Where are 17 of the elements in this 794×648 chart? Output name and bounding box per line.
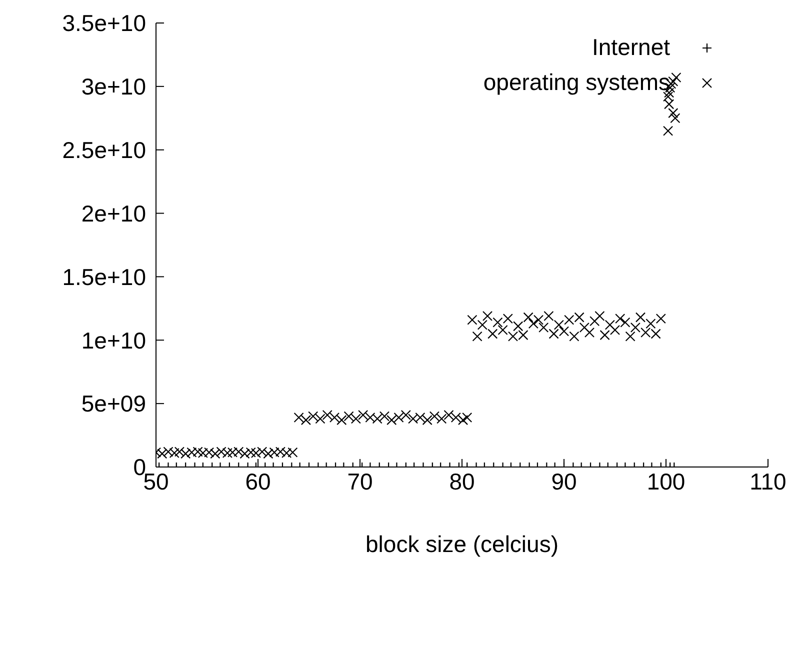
x-axis-title: block size (celcius) [366,531,558,557]
x-tick-label: 70 [347,468,373,494]
y-tick-label: 0 [133,454,146,480]
legend-label: Internet [592,34,670,61]
x-tick-label: 90 [551,468,577,494]
x-tick-label: 110 [750,468,786,494]
y-tick-label: 1.5e+10 [62,264,146,290]
legend-label: operating systems [483,69,670,96]
y-tick-label: 2.5e+10 [62,137,146,164]
x-tick-label: 100 [646,468,686,494]
y-tick-label: 5e+09 [81,390,146,417]
y-tick-label: 3.5e+10 [62,10,146,36]
y-tick-label: 2e+10 [81,200,146,226]
x-tick-label: 80 [449,468,475,494]
y-tick-label: 1e+10 [81,327,146,354]
y-tick-label: 3e+10 [81,74,146,100]
x-tick-label: 60 [245,468,271,494]
